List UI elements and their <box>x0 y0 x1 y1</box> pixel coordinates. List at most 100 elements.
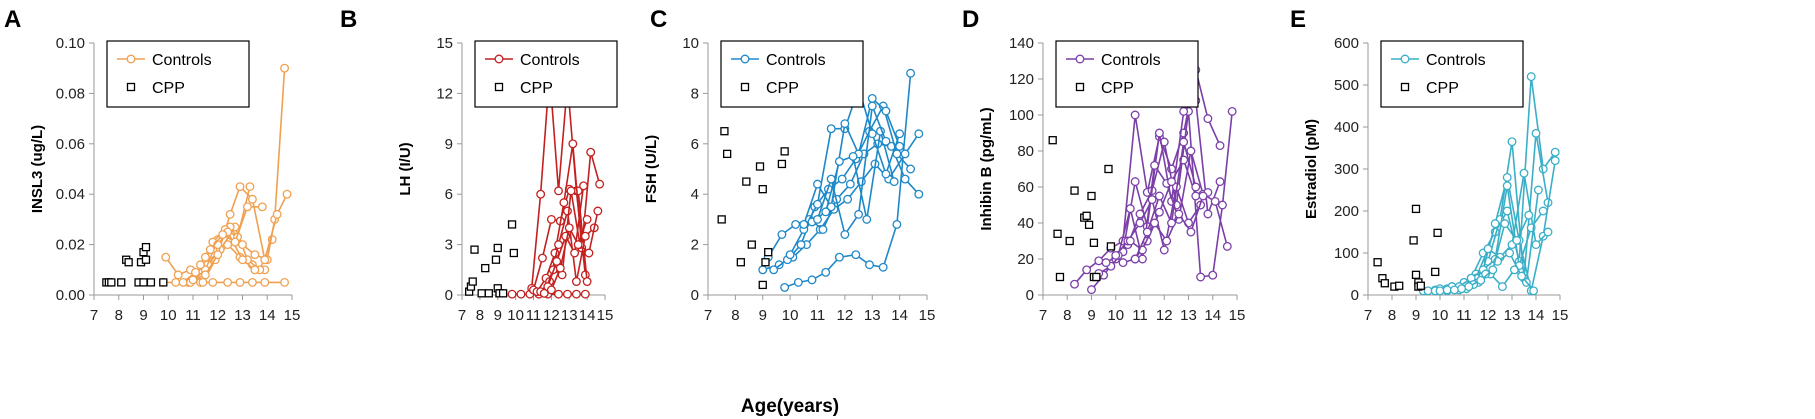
panel-b-cpp-point <box>470 245 479 254</box>
panel-e-controls-point <box>1538 206 1548 216</box>
panel-a-controls-point <box>247 277 257 287</box>
panel-b-cpp-point <box>484 289 493 298</box>
panel-e-legend-cpp-marker <box>1400 82 1410 92</box>
panel-c-controls-point <box>837 174 847 184</box>
panel-c-controls-point <box>854 209 864 219</box>
panel-e-controls-point <box>1519 168 1529 178</box>
panel-c-legend-cpp-marker <box>740 82 750 92</box>
panel-b-controls-point <box>537 253 547 263</box>
panel-c: C 0 2 4 6 8 10 7 8 9 10 11 12 13 14 15 FSH (U/L) Controls… <box>643 6 935 324</box>
panel-c-controls-point <box>881 136 891 146</box>
panel-c-controls-point <box>895 129 905 139</box>
panel-b-controls-point <box>555 263 565 273</box>
panel-a-controls-point <box>205 245 215 255</box>
panel-a-legend-controls-label: Controls <box>152 52 212 69</box>
panel-b-cpp-point <box>468 277 477 286</box>
panel-b-y-axis-label: LH (I/U) <box>397 142 414 195</box>
panel-b-controls-point <box>593 206 603 216</box>
panel-d-controls-point <box>1191 182 1201 192</box>
panel-a-xtick-label: 14 <box>259 307 276 324</box>
panel-d-controls-point <box>1167 177 1176 187</box>
panel-b-controls-series-8 <box>546 214 592 295</box>
panel-b-legend-cpp-marker <box>494 82 504 92</box>
panel-d-controls-point <box>1167 218 1176 228</box>
panel-c-xtick-label: 10 <box>782 307 799 324</box>
panel-d-controls-line <box>1098 98 1221 275</box>
panel-d-xtick-label: 15 <box>1229 307 1246 324</box>
panel-c-cpp-point <box>717 215 726 224</box>
panel-c-controls-point <box>818 225 828 234</box>
panel-b-controls-point <box>566 186 576 196</box>
panel-e-xtick-label: 11 <box>1456 307 1472 324</box>
panel-c-controls-point <box>807 275 817 285</box>
panel-e-controls-point <box>1502 172 1512 182</box>
panel-c-legend-cpp-label: CPP <box>766 80 799 97</box>
panel-e-ytick-label: 0 <box>1351 287 1359 304</box>
panel-d-controls-point <box>1130 110 1140 120</box>
panel-c-controls-point <box>878 262 888 272</box>
panel-b-legend-box <box>474 40 618 108</box>
panel-a-cpp-point <box>146 278 156 287</box>
panel-e-controls-point <box>1476 275 1486 285</box>
panel-b-letter: B <box>340 6 357 33</box>
panel-d-controls-point <box>1118 258 1128 268</box>
panel-c-ytick-label: 4 <box>691 186 699 203</box>
panel-a-cpp-point <box>107 278 116 287</box>
panel-a-xtick-label: 8 <box>115 307 123 324</box>
panel-a-xtick-label: 10 <box>160 307 177 324</box>
panel-d-controls-line <box>1134 141 1197 260</box>
panel-a-ytick-label: 0.00 <box>56 287 85 304</box>
panel-a-controls-point <box>200 252 210 262</box>
panel-a-legend-box <box>106 40 250 108</box>
panel-d-controls-point <box>1087 285 1096 295</box>
panel-d-controls-point <box>1159 245 1169 255</box>
panel-b-controls-point <box>582 214 592 224</box>
panel-e: E 0 100 200 300 400 500 600 7 8 9 10 11 12 13 14 15 Estra… <box>1290 6 1568 324</box>
panel-c-cpp-point <box>777 159 787 169</box>
panel-c-controls-point <box>791 219 801 229</box>
panel-c-controls-point <box>867 93 877 103</box>
panel-c-controls-point <box>881 169 891 179</box>
panel-a-controls-point <box>195 260 205 270</box>
panel-e-controls-point <box>1533 185 1543 195</box>
panel-e-legend-controls-marker <box>1400 54 1410 64</box>
panel-e-xtick-label: 13 <box>1504 307 1521 324</box>
panel-c-cpp-point <box>758 185 767 194</box>
panel-c-cpp-point <box>720 127 729 136</box>
panel-e-xtick-label: 8 <box>1388 307 1396 324</box>
panel-c-xtick-label: 7 <box>704 307 712 324</box>
panel-b-xtick-label: 12 <box>543 307 560 324</box>
panel-c-controls-point <box>834 252 844 262</box>
panel-b-controls-point <box>539 288 549 298</box>
panel-a-controls-point <box>260 255 270 265</box>
panel-a-controls-point <box>235 277 245 287</box>
panel-d-controls-point <box>1198 191 1208 201</box>
panel-e-y-axis-label: Estradiol (pM) <box>1303 119 1320 219</box>
panel-d-controls-point <box>1203 114 1213 124</box>
panel-c-letter: C <box>650 6 667 33</box>
panel-c-cpp-point <box>755 162 765 171</box>
panel-b-ytick-label: 0 <box>445 287 453 304</box>
panel-a-cpp-point <box>124 258 133 267</box>
panel-e-controls-point <box>1531 240 1541 250</box>
panel-a-controls-point <box>230 237 240 247</box>
panel-c-controls-line <box>784 73 912 289</box>
panel-b-controls-point <box>507 289 517 299</box>
panel-d-controls-point <box>1125 236 1135 246</box>
panel-e-controls-point <box>1524 210 1534 220</box>
panel-a-xtick-label: 13 <box>234 307 251 324</box>
panel-c-controls-point <box>826 174 836 184</box>
panel-d-controls-point <box>1154 128 1164 138</box>
panel-a-controls-point <box>188 275 198 285</box>
panel-d-cpp-point <box>1087 191 1096 201</box>
panel-a-controls-point <box>235 182 245 192</box>
panel-e-controls-point <box>1490 219 1500 229</box>
panel-c-controls-series-7 <box>807 126 899 227</box>
panel-d-cpp-point <box>1053 229 1062 238</box>
panel-c-xtick-label: 13 <box>864 307 881 324</box>
panel-e-controls-point <box>1488 265 1498 275</box>
panel-c-controls-point <box>813 199 822 209</box>
panel-d-legend-controls-label: Controls <box>1101 52 1161 69</box>
